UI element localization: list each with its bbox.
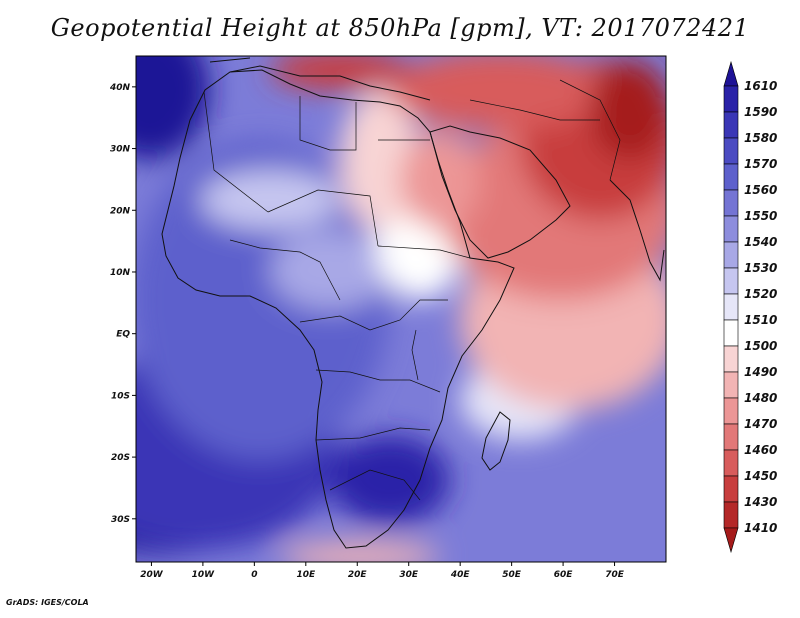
colorbar: 1610 1590 1580 1570 1560 1550 1540 1530 1520 1510… <box>723 60 777 554</box>
colorbar-level-label: 1530 <box>744 261 777 275</box>
mediterranean-coastline <box>229 65 431 101</box>
lon-tick-label: 20W <box>140 570 164 580</box>
colorbar-swatch <box>723 267 739 295</box>
border-line <box>267 189 379 247</box>
colorbar-swatch <box>723 111 739 139</box>
lat-tick-label: 20S <box>111 453 130 463</box>
border-line <box>329 469 421 501</box>
border-line <box>315 427 431 441</box>
lat-tick-label: 30S <box>111 515 130 525</box>
colorbar-level-label: 1550 <box>744 209 777 223</box>
colorbar-swatch <box>723 371 739 399</box>
colorbar-level-label: 1470 <box>744 417 777 431</box>
lon-tick-label: 50E <box>502 570 522 580</box>
lat-tick-label: EQ <box>116 330 130 340</box>
border-line <box>469 99 600 121</box>
border-line <box>299 299 448 331</box>
colorbar-swatch <box>723 501 739 529</box>
colorbar-level-label: 1480 <box>744 391 777 405</box>
lat-tick-label: 30N <box>110 145 131 155</box>
lon-tick-label: 60E <box>554 570 574 580</box>
colorbar-swatch <box>723 241 739 269</box>
colorbar-swatch <box>723 475 739 503</box>
colorbar-swatch <box>723 293 739 321</box>
lon-tick-label: 0 <box>251 570 257 580</box>
colorbar-level-label: 1580 <box>744 131 777 145</box>
lon-tick-label: 30E <box>399 570 419 580</box>
colorbar-bottom-arrow <box>723 527 739 554</box>
lat-tick-label: 10S <box>111 391 130 401</box>
border-line <box>411 329 419 381</box>
height-field <box>136 56 666 562</box>
colorbar-swatch <box>723 319 739 347</box>
colorbar-swatch <box>723 345 739 373</box>
colorbar-swatch <box>723 85 739 113</box>
colorbar-swatch <box>723 215 739 243</box>
colorbar-swatch <box>723 163 739 191</box>
lon-tick-label: 20E <box>348 570 368 580</box>
border-line <box>203 91 269 213</box>
longitude-axis: 20W 10W 0 10E 20E 30E 40E 50E 60E 70E <box>140 562 625 580</box>
lon-tick-label: 10W <box>192 570 216 580</box>
india-coastline <box>609 179 665 282</box>
colorbar-level-label: 1410 <box>744 521 777 535</box>
colorbar-level-label: 1610 <box>744 79 777 93</box>
latitude-axis: 40N 30N 20N 10N EQ 10S 20S 30S <box>109 83 136 525</box>
colorbar-level-label: 1560 <box>744 183 777 197</box>
colorbar-top-arrow <box>723 60 739 87</box>
colorbar-level-label: 1450 <box>744 469 777 483</box>
colorbar-level-label: 1590 <box>744 105 777 119</box>
colorbar-level-label: 1430 <box>744 495 777 509</box>
colorbar-level-label: 1490 <box>744 365 777 379</box>
lon-tick-label: 40E <box>450 570 471 580</box>
colorbar-swatch <box>723 137 739 165</box>
chart-title: Geopotential Height at 850hPa [gpm], VT:… <box>50 14 750 42</box>
iberia-coastline <box>209 57 251 63</box>
colorbar-swatch <box>723 397 739 425</box>
lat-tick-label: 10N <box>110 268 131 278</box>
country-borders <box>203 79 621 501</box>
lat-tick-label: 40N <box>109 83 131 93</box>
madagascar-coastline <box>481 411 511 471</box>
colorbar-level-label: 1520 <box>744 287 777 301</box>
arabia-coastline <box>429 125 571 259</box>
colorbar-level-label: 1570 <box>744 157 777 171</box>
colorbar-level-label: 1500 <box>744 339 777 353</box>
border-line <box>559 79 621 181</box>
border-line <box>377 245 471 259</box>
grads-credit: GrADS: IGES/COLA <box>6 598 89 607</box>
border-line <box>299 96 357 151</box>
lon-tick-label: 10E <box>296 570 316 580</box>
coastlines <box>161 57 665 549</box>
colorbar-level-label: 1460 <box>744 443 777 457</box>
colorbar-level-label: 1510 <box>744 313 777 327</box>
colorbar-swatch <box>723 449 739 477</box>
africa-coastline <box>161 69 515 549</box>
border-line <box>229 239 341 301</box>
lon-tick-label: 70E <box>605 570 625 580</box>
plot-frame <box>135 55 667 563</box>
border-line <box>315 369 441 393</box>
lat-tick-label: 20N <box>110 206 131 216</box>
colorbar-level-label: 1540 <box>744 235 777 249</box>
colorbar-swatch <box>723 423 739 451</box>
colorbar-swatch <box>723 189 739 217</box>
